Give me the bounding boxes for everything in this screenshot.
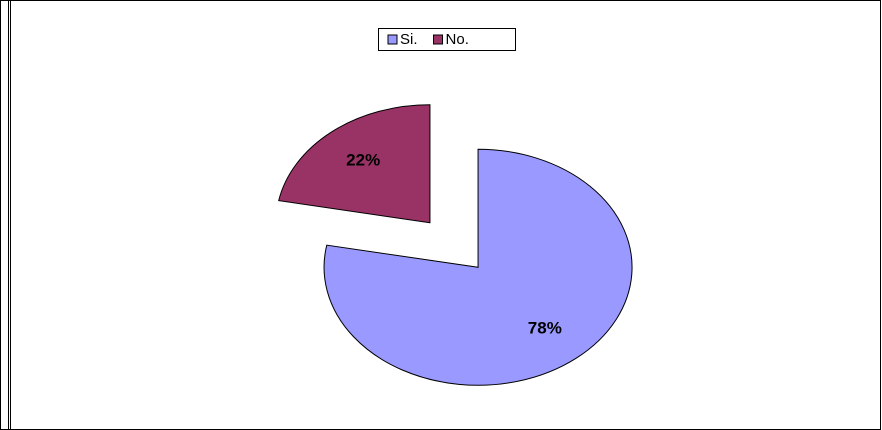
data-label: 78% [528,319,562,338]
legend-label: Si. [400,31,418,48]
legend-label: No. [446,31,469,48]
data-label: 22% [346,150,380,169]
legend-swatch [387,34,398,45]
pie-slice [323,148,633,386]
pie: 78% 22% [278,104,633,386]
legend: Si. No. [378,28,516,51]
pie-slice [278,104,431,224]
legend-box [378,28,516,51]
legend-swatch [433,34,444,45]
